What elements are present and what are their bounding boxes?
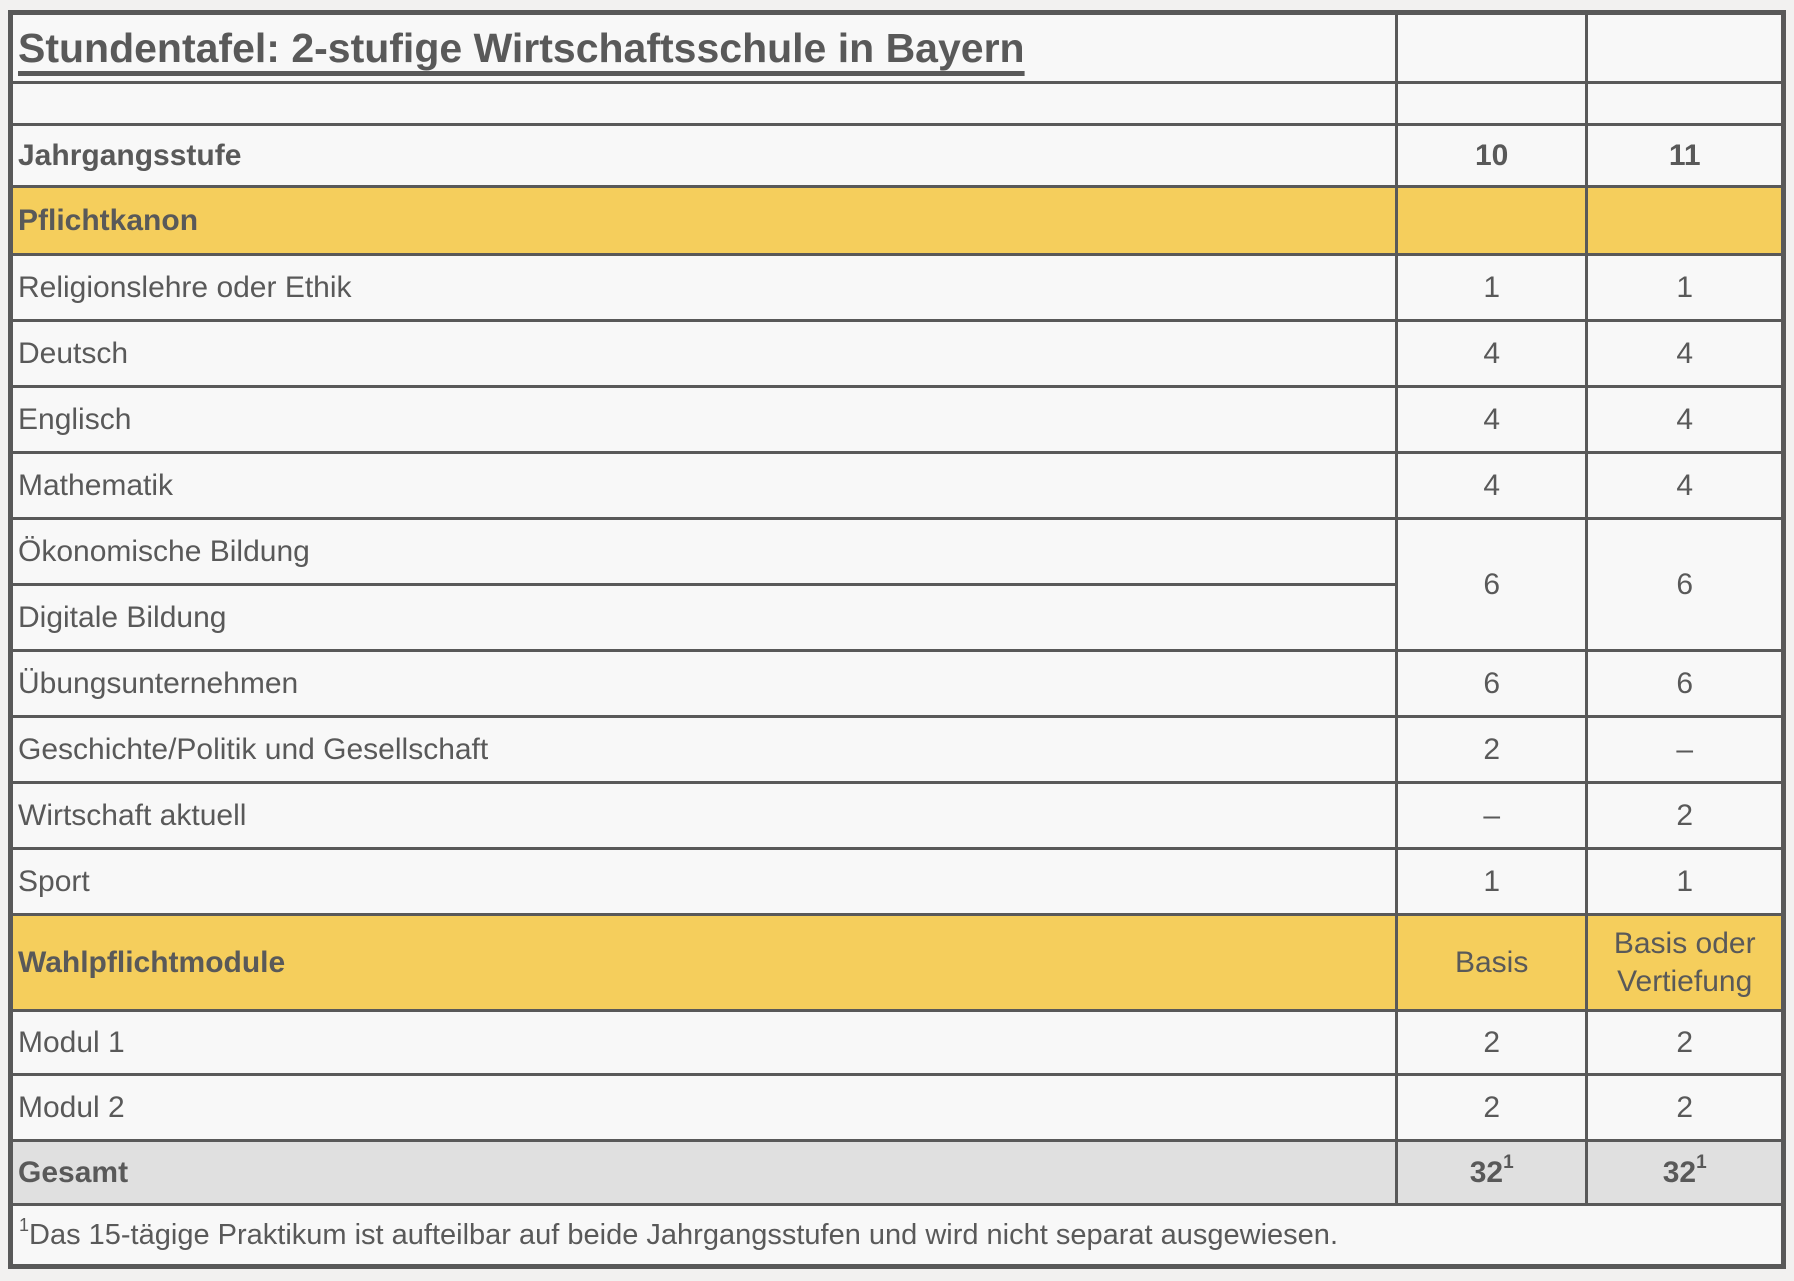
header-label: Jahrgangsstufe	[9, 123, 1398, 188]
religion-hours-11: 1	[1585, 253, 1785, 322]
stundentafel-table: Stundentafel: 2-stufige Wirtschaftsschul…	[8, 10, 1786, 1269]
spacer-cell-col10	[1394, 81, 1589, 126]
total-value-11: 32	[1662, 1155, 1697, 1189]
section-row-pflichtkanon: Pflichtkanon	[9, 185, 1785, 256]
row-mathematik: Mathematik 4 4	[9, 451, 1785, 520]
digitale-label: Digitale Bildung	[9, 583, 1398, 652]
religion-label: Religionslehre oder Ethik	[9, 253, 1398, 322]
page-title: Stundentafel: 2-stufige Wirtschaftsschul…	[18, 24, 1025, 71]
title-row: Stundentafel: 2-stufige Wirtschaftsschul…	[9, 11, 1785, 84]
total-footnote-ref-10: 1	[1503, 1151, 1514, 1173]
total-footnote-ref-11: 1	[1696, 1151, 1707, 1173]
total-row: Gesamt 321 321	[9, 1139, 1785, 1206]
uebungsunternehmen-label: Übungsunternehmen	[9, 649, 1398, 718]
deutsch-hours-11: 4	[1585, 319, 1785, 388]
footnote-marker: 1	[19, 1214, 30, 1235]
spacer-row	[9, 81, 1785, 126]
sport-hours-11: 1	[1585, 847, 1785, 916]
sport-hours-10: 1	[1394, 847, 1589, 916]
wahlpflichtmodule-col11: Basis oder Vertiefung	[1585, 913, 1785, 1012]
englisch-hours-11: 4	[1585, 385, 1785, 454]
footnote-row: 1Das 15-tägige Praktikum ist aufteilbar …	[9, 1203, 1785, 1268]
row-modul-1: Modul 1 2 2	[9, 1009, 1785, 1076]
wirtschaft-label: Wirtschaft aktuell	[9, 781, 1398, 850]
englisch-hours-10: 4	[1394, 385, 1589, 454]
pflichtkanon-spacer-col11	[1585, 185, 1785, 256]
title-spacer-col11	[1585, 11, 1785, 84]
header-row: Jahrgangsstufe 10 11	[9, 123, 1785, 188]
pflichtkanon-spacer-col10	[1394, 185, 1589, 256]
englisch-label: Englisch	[9, 385, 1398, 454]
modul1-hours-11: 2	[1585, 1009, 1785, 1076]
oeko-digital-hours-11: 6	[1585, 517, 1785, 652]
row-modul-2: Modul 2 2 2	[9, 1073, 1785, 1142]
mathematik-hours-11: 4	[1585, 451, 1785, 520]
total-value-10: 32	[1469, 1155, 1504, 1189]
title-spacer-col10	[1394, 11, 1589, 84]
row-uebungsunternehmen: Übungsunternehmen 6 6	[9, 649, 1785, 718]
row-oekonomische-bildung: Ökonomische Bildung 6 6	[9, 517, 1785, 652]
row-wirtschaft-aktuell: Wirtschaft aktuell – 2	[9, 781, 1785, 850]
geschichte-hours-10: 2	[1394, 715, 1589, 784]
spacer-cell-col11	[1585, 81, 1785, 126]
geschichte-label: Geschichte/Politik und Gesellschaft	[9, 715, 1398, 784]
oeko-digital-hours-10: 6	[1394, 517, 1589, 652]
row-englisch: Englisch 4 4	[9, 385, 1785, 454]
modul2-label: Modul 2	[9, 1073, 1398, 1142]
row-sport: Sport 1 1	[9, 847, 1785, 916]
total-hours-11: 321	[1585, 1139, 1785, 1206]
row-deutsch: Deutsch 4 4	[9, 319, 1785, 388]
row-religion: Religionslehre oder Ethik 1 1	[9, 253, 1785, 322]
header-col11: 11	[1585, 123, 1785, 188]
header-col10: 10	[1394, 123, 1589, 188]
geschichte-hours-11: –	[1585, 715, 1785, 784]
title-cell: Stundentafel: 2-stufige Wirtschaftsschul…	[9, 11, 1398, 84]
uebungsunternehmen-hours-11: 6	[1585, 649, 1785, 718]
mathematik-label: Mathematik	[9, 451, 1398, 520]
wahlpflichtmodule-col10: Basis	[1394, 913, 1589, 1012]
uebungsunternehmen-hours-10: 6	[1394, 649, 1589, 718]
wahlpflichtmodule-label: Wahlpflichtmodule	[9, 913, 1398, 1012]
modul1-label: Modul 1	[9, 1009, 1398, 1076]
total-label: Gesamt	[9, 1139, 1398, 1206]
wirtschaft-hours-11: 2	[1585, 781, 1785, 850]
section-row-wahlpflichtmodule: Wahlpflichtmodule Basis Basis oder Verti…	[9, 913, 1785, 1012]
deutsch-label: Deutsch	[9, 319, 1398, 388]
total-hours-10: 321	[1394, 1139, 1589, 1206]
wirtschaft-hours-10: –	[1394, 781, 1589, 850]
spacer-cell-label	[9, 81, 1398, 126]
religion-hours-10: 1	[1394, 253, 1589, 322]
pflichtkanon-label: Pflichtkanon	[9, 185, 1398, 256]
footnote-text: Das 15-tägige Praktikum ist aufteilbar a…	[29, 1218, 1338, 1251]
oekonomische-label: Ökonomische Bildung	[9, 517, 1398, 586]
sport-label: Sport	[9, 847, 1398, 916]
row-geschichte: Geschichte/Politik und Gesellschaft 2 –	[9, 715, 1785, 784]
modul2-hours-10: 2	[1394, 1073, 1589, 1142]
row-digitale-bildung: Digitale Bildung	[9, 583, 1784, 652]
modul2-hours-11: 2	[1585, 1073, 1785, 1142]
footnote-cell: 1Das 15-tägige Praktikum ist aufteilbar …	[9, 1203, 1785, 1268]
mathematik-hours-10: 4	[1394, 451, 1589, 520]
deutsch-hours-10: 4	[1394, 319, 1589, 388]
modul1-hours-10: 2	[1394, 1009, 1589, 1076]
